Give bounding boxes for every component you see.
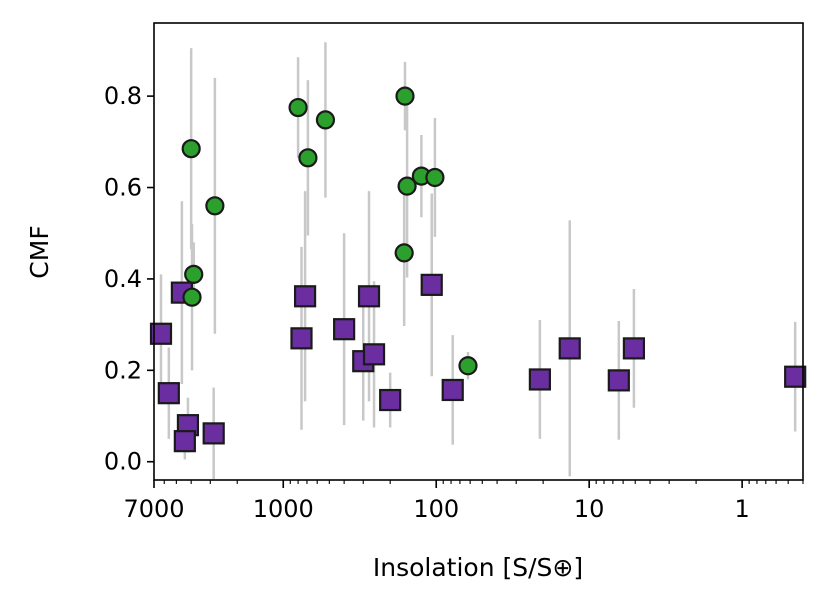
square-point xyxy=(441,378,464,402)
square-point xyxy=(622,337,646,360)
circle-point xyxy=(205,196,225,216)
x-tick-label: 10 xyxy=(574,495,605,523)
circle-point xyxy=(397,176,417,196)
circle-point xyxy=(184,264,204,284)
square-point xyxy=(607,369,630,392)
square-point xyxy=(202,422,225,445)
circle-point xyxy=(298,148,318,168)
x-tick-label: 100 xyxy=(413,495,459,523)
y-tick-label: 0.2 xyxy=(104,356,142,384)
square-point xyxy=(149,322,173,345)
x-axis-label: Insolation [S/S⊕] xyxy=(373,553,583,582)
square-point xyxy=(558,337,581,360)
square-point xyxy=(528,368,551,391)
square-point xyxy=(357,285,381,308)
square-point xyxy=(290,327,313,350)
square-point xyxy=(420,273,443,296)
y-tick-label: 0.8 xyxy=(104,82,142,110)
plot-frame xyxy=(153,22,804,481)
y-tick-label: 0.4 xyxy=(104,265,142,293)
circle-point xyxy=(315,110,336,130)
x-tick-label: 7000 xyxy=(123,495,184,523)
x-tick-label: 1000 xyxy=(253,495,314,523)
y-axis-label: CMF xyxy=(25,225,54,278)
y-tick-label: 0.0 xyxy=(104,448,142,476)
circle-point xyxy=(181,139,201,159)
y-tick-label: 0.6 xyxy=(104,174,142,202)
square-point xyxy=(379,388,402,412)
square-point xyxy=(362,343,386,366)
square-point xyxy=(173,430,196,453)
square-point xyxy=(784,365,807,388)
square-point xyxy=(333,318,356,341)
circle-point xyxy=(458,356,478,376)
square-point xyxy=(157,382,180,405)
data-markers xyxy=(149,86,807,453)
circle-point xyxy=(182,287,202,307)
x-tick-label: 1 xyxy=(734,495,749,523)
circle-point xyxy=(395,86,415,106)
square-point xyxy=(293,285,317,308)
circle-point xyxy=(425,167,445,188)
circle-point xyxy=(288,97,308,118)
circle-point xyxy=(394,243,414,263)
